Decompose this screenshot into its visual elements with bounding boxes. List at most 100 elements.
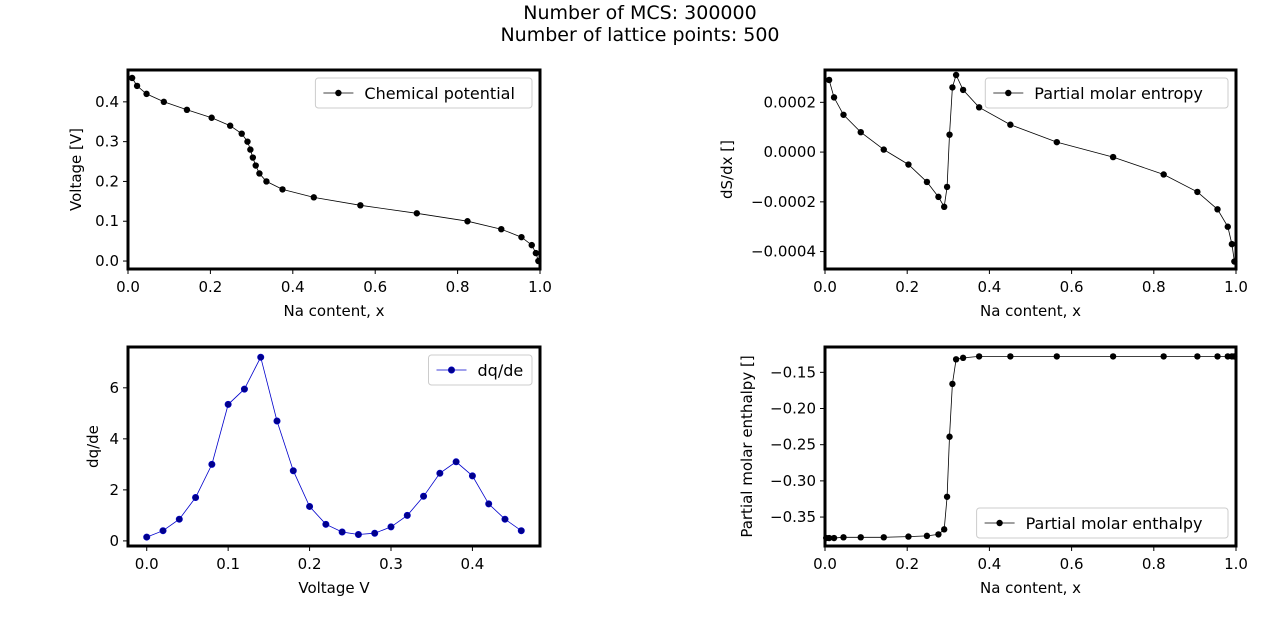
entropy-xtick-label: 0.2 — [895, 278, 919, 296]
enthalpy-data-point — [923, 532, 931, 540]
entropy-ytick-label: 0.0000 — [764, 143, 817, 161]
voltage-xtick-label: 0.0 — [116, 278, 140, 296]
enthalpy-data-point — [830, 534, 838, 542]
voltage-data-point — [183, 106, 191, 114]
entropy-data-point — [1224, 223, 1231, 230]
dqde-data-point — [273, 417, 281, 425]
enthalpy-data-point — [940, 526, 948, 533]
enthalpy-data-point — [943, 493, 951, 500]
entropy-data-point — [1214, 206, 1221, 213]
enthalpy-xtick-label: 0.8 — [1142, 555, 1166, 573]
enthalpy-data-point — [949, 380, 956, 388]
entropy-data-point — [825, 76, 833, 84]
dqde-data-point — [354, 531, 362, 539]
voltage-data-point — [357, 202, 364, 209]
entropy-ytick-label: −0.0002 — [751, 193, 816, 211]
enthalpy-ylabel: Partial molar enthalpy [] — [738, 355, 756, 537]
dqde-xtick-label: 0.4 — [460, 555, 484, 573]
voltage-xtick-label: 0.6 — [363, 278, 387, 296]
entropy-data-point — [952, 71, 960, 79]
dqde-data-point — [517, 527, 525, 535]
dqde-ytick-label: 4 — [109, 430, 119, 448]
enthalpy-legend: Partial molar enthalpy — [976, 507, 1229, 539]
entropy-ylabel: dS/dx [] — [718, 140, 736, 199]
figure-title-line-1: Number of MCS: 300000 — [523, 2, 757, 24]
enthalpy-data-point — [1214, 353, 1221, 360]
enthalpy-legend-marker — [996, 519, 1003, 527]
entropy-axes: 0.0 0.2 0.4 0.6 0.8 1.0 −0.0004 −0.0002 0.0000 0.… — [718, 68, 1248, 320]
enthalpy-xtick-label: 0.2 — [895, 555, 919, 573]
entropy-data-point — [959, 86, 967, 94]
enthalpy-data-point — [825, 534, 833, 542]
dqde-data-point — [452, 458, 460, 466]
voltage-ytick-label: 0.4 — [95, 93, 119, 111]
dqde-data-point — [159, 527, 167, 535]
voltage-data-point — [263, 178, 270, 185]
enthalpy-data-point — [1160, 353, 1167, 360]
voltage-data-point — [143, 90, 150, 98]
enthalpy-xtick-label: 0.0 — [813, 555, 837, 573]
voltage-data-point — [413, 210, 421, 217]
entropy-data-point — [840, 111, 847, 118]
entropy-legend: Partial molar entropy — [984, 77, 1229, 109]
dqde-data-point — [175, 515, 183, 523]
voltage-legend-box — [314, 77, 533, 109]
enthalpy-ytick-label: −0.20 — [770, 400, 816, 418]
enthalpy-ytick-label: −0.15 — [770, 363, 816, 381]
entropy-data-point — [880, 146, 887, 153]
voltage-xtick-label: 0.4 — [281, 278, 305, 296]
voltage-data-point — [247, 146, 254, 153]
entropy-data-point — [923, 178, 931, 186]
dqde-legend-label: dq/de — [478, 361, 524, 380]
entropy-ytick-label: 0.0002 — [764, 93, 817, 111]
dqde-data-point — [208, 460, 216, 468]
enthalpy-xtick-label: 0.6 — [1060, 555, 1084, 573]
dqde-data-point — [257, 353, 265, 361]
entropy-data-point — [857, 128, 864, 136]
dqde-frame — [126, 345, 542, 548]
dqde-legend-marker — [447, 366, 455, 374]
dqde-xtick-label: 0.3 — [379, 555, 403, 573]
voltage-data-point — [244, 138, 251, 145]
voltage-data-point — [133, 82, 141, 90]
entropy-xtick-label: 0.0 — [813, 278, 837, 296]
dqde-data-point — [485, 500, 493, 508]
dqde-axes: 0.0 0.1 0.2 0.3 0.4 0 2 4 6 Voltage V dq/de dq/de — [84, 345, 542, 597]
figure-title-line-2: Number of lattice points: 500 — [500, 24, 780, 46]
dqde-data-point — [387, 523, 395, 531]
enthalpy-data-point — [840, 534, 847, 541]
entropy-data-point — [1053, 138, 1061, 146]
voltage-ytick-label: 0.2 — [95, 172, 119, 190]
voltage-xtick-label: 1.0 — [528, 278, 552, 296]
enthalpy-xtick-label: 0.4 — [977, 555, 1001, 573]
dqde-data-point — [501, 515, 509, 523]
entropy-data-point — [949, 84, 956, 91]
voltage-legend-marker — [335, 89, 342, 97]
entropy-data-point — [905, 161, 912, 168]
voltage-data-point — [252, 162, 259, 169]
enthalpy-xtick-label: 1.0 — [1224, 555, 1248, 573]
enthalpy-data-point — [946, 433, 953, 440]
enthalpy-data-point — [1109, 353, 1117, 360]
entropy-series-line — [828, 73, 1235, 262]
entropy-legend-marker — [1005, 89, 1012, 97]
entropy-data-point — [1228, 240, 1236, 248]
dqde-data-point — [289, 467, 297, 475]
voltage-data-point — [528, 241, 535, 249]
voltage-data-point — [208, 114, 215, 121]
dqde-ytick-label: 0 — [109, 532, 119, 550]
dqde-data-point — [338, 528, 346, 536]
dqde-data-point — [403, 511, 411, 519]
entropy-data-point — [975, 104, 983, 111]
dqde-ylabel: dq/de — [84, 425, 102, 468]
entropy-data-point — [1109, 153, 1117, 161]
voltage-legend: Chemical potential — [314, 77, 533, 109]
voltage-ytick-label: 0.3 — [95, 133, 119, 151]
voltage-data-point — [518, 233, 525, 241]
enthalpy-data-point — [935, 531, 942, 538]
entropy-data-point — [946, 131, 953, 138]
entropy-xtick-label: 0.8 — [1142, 278, 1166, 296]
enthalpy-ytick-label: −0.30 — [770, 472, 816, 490]
entropy-legend-box — [984, 77, 1229, 109]
